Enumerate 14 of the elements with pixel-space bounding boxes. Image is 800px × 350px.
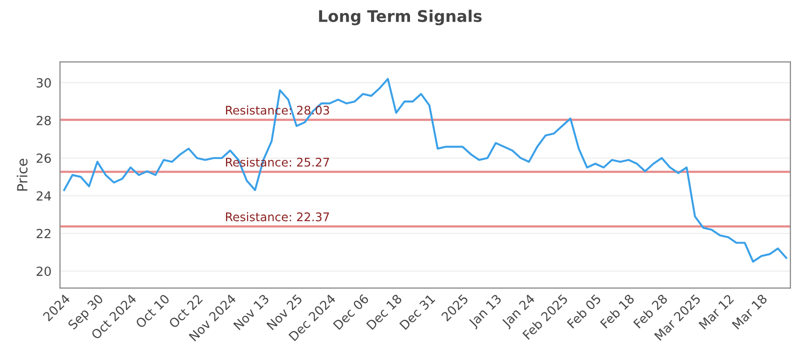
y-tick-label: 20 — [36, 266, 51, 276]
y-tick-label: 30 — [36, 78, 51, 88]
chart-title: Long Term Signals — [319, 10, 482, 26]
line-series — [63, 78, 788, 263]
x-tick-label: Feb 05 — [566, 294, 602, 329]
y-tick-label: 24 — [36, 191, 51, 200]
x-tick-label: Oct 10 — [135, 294, 170, 329]
x-tick-label: Jan 13 — [468, 294, 504, 330]
x-tick-label: Feb 18 — [600, 294, 635, 329]
ref-line-label: Resistance: 22.37 — [226, 212, 329, 222]
y-tick-label: 22 — [36, 228, 50, 238]
y-tick-label: 28 — [36, 116, 51, 126]
y-axis-title: Price — [16, 158, 28, 191]
y-tick-label: 26 — [36, 154, 51, 163]
